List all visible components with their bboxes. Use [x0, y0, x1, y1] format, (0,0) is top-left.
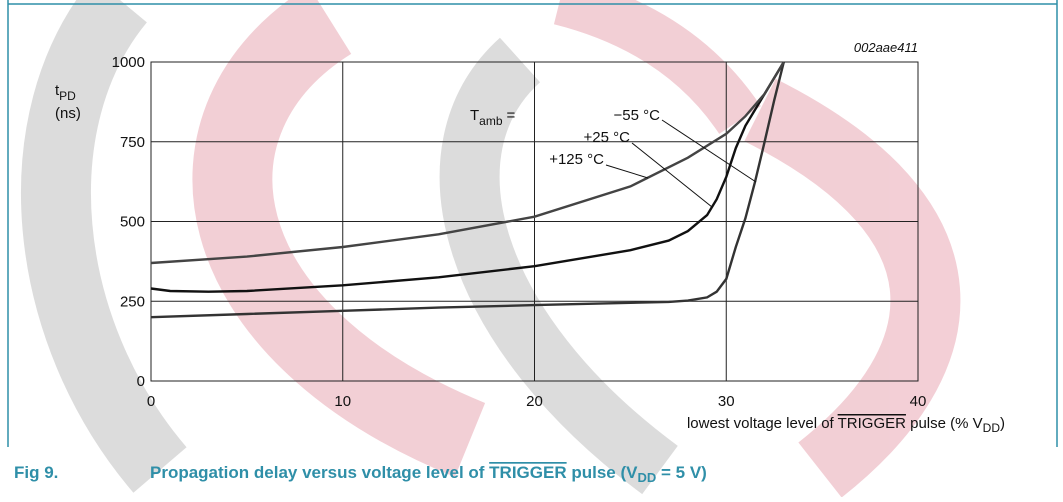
legend-prefix-eq: = [507, 107, 516, 124]
legend-prefix-sub: amb [479, 114, 503, 128]
x-label-over: TRIGGER [838, 415, 907, 432]
y-axis-unit: (ns) [55, 105, 81, 122]
x-tick-label: 20 [526, 393, 543, 410]
caption-post: = 5 V) [656, 463, 707, 482]
caption-mid: pulse (V [567, 463, 639, 482]
x-label-sub: DD [983, 421, 1001, 435]
legend-prefix-main: T [470, 107, 479, 124]
page: {"chart_data": {"type": "line", "annotat… [0, 0, 1063, 497]
y-tick-label: 750 [120, 134, 145, 151]
y-label-sub: PD [59, 89, 76, 103]
x-tick-label: 40 [910, 393, 927, 410]
watermark-swoosh [232, 20, 470, 440]
x-tick-label: 10 [334, 393, 351, 410]
caption-over: TRIGGER [489, 463, 566, 482]
x-label-pre: lowest voltage level of [687, 415, 838, 432]
leader-line [662, 120, 756, 182]
caption-sub: DD [637, 470, 656, 485]
y-tick-label: 500 [120, 214, 145, 231]
y-tick-label: 0 [137, 373, 145, 390]
watermark [56, 0, 925, 470]
legend-label: −55 °C [614, 107, 661, 124]
annotation: 002aae411 [854, 40, 918, 55]
x-tick-label: 30 [718, 393, 735, 410]
y-tick-label: 250 [120, 293, 145, 310]
figure-caption: Propagation delay versus voltage level o… [150, 463, 707, 485]
leader-line [632, 143, 712, 207]
chart: 02505007501000010203040 002aae411 tPD (n… [0, 0, 1063, 497]
watermark-swoosh [560, 0, 740, 120]
legend-label: +125 °C [549, 151, 604, 168]
y-tick-label: 1000 [112, 54, 145, 71]
figure-number: Fig 9. [14, 463, 58, 482]
leader-line [606, 165, 648, 178]
legend-label: +25 °C [584, 129, 631, 146]
x-label-post: ) [1000, 415, 1005, 432]
x-label-mid: pulse (% V [906, 415, 983, 432]
caption-pre: Propagation delay versus voltage level o… [150, 463, 489, 482]
x-tick-label: 0 [147, 393, 155, 410]
